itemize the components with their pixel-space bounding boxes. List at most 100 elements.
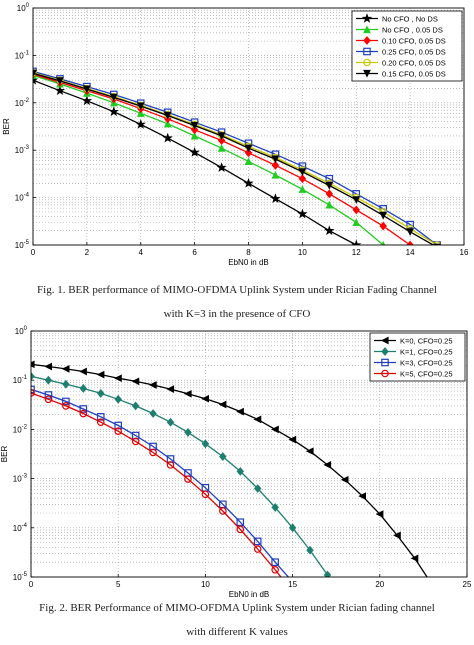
y-tick-exponent: 0	[26, 3, 30, 9]
data-point-2	[236, 518, 245, 526]
legend-marker-2	[381, 358, 389, 367]
x-tick-label: 4	[139, 248, 144, 257]
x-tick-label: 0	[29, 580, 34, 589]
data-point-1	[184, 427, 192, 437]
legend-label-0: K=0, CFO=0.25	[400, 337, 453, 346]
data-point-4	[33, 68, 37, 77]
data-point-0	[375, 510, 384, 518]
data-point-5	[163, 111, 172, 120]
data-point-3	[271, 566, 279, 574]
legend-marker-3	[363, 47, 371, 56]
data-point-1	[62, 379, 70, 389]
data-point-0	[114, 374, 122, 383]
data-point-3	[79, 409, 88, 418]
data-point-5	[136, 102, 145, 111]
x-axis-label: EbN0 in dB	[228, 258, 268, 267]
data-point-5	[406, 228, 414, 236]
y-tick-label: 100	[15, 326, 28, 336]
y-tick-label: 10-5	[13, 572, 28, 582]
data-point-0	[393, 531, 401, 540]
data-point-0	[243, 177, 254, 188]
data-point-1	[236, 466, 245, 476]
series-group	[33, 67, 441, 245]
x-tick-label: 10	[201, 580, 210, 589]
data-point-2	[114, 421, 123, 430]
data-point-5	[244, 144, 253, 153]
data-point-0	[149, 381, 157, 389]
data-point-0	[324, 225, 335, 236]
data-point-0	[54, 85, 66, 96]
y-tick-label: 10-1	[13, 375, 28, 385]
data-point-2	[352, 205, 360, 215]
data-point-3	[62, 402, 70, 410]
data-point-1	[131, 401, 140, 411]
x-axis-label: EbN0 in dB	[229, 590, 269, 599]
legend-label-1: No CFO , 0.05 DS	[382, 26, 443, 35]
series-line-2	[31, 388, 290, 577]
data-point-0	[236, 407, 244, 416]
legend-marker-4	[363, 58, 371, 67]
data-point-5	[217, 132, 226, 140]
legend-label-5: 0.15 CFO, 0.05 DS	[382, 70, 446, 79]
data-point-5	[109, 93, 118, 102]
series-line-1	[33, 74, 384, 245]
data-point-1	[244, 157, 253, 166]
data-point-0	[61, 365, 70, 373]
data-point-1	[271, 502, 279, 512]
y-tick-exponent: -4	[24, 193, 30, 199]
legend: No CFO , No DS No CFO , 0.05 DS 0.10 CFO, …	[351, 10, 463, 82]
data-point-5	[33, 69, 37, 78]
data-point-1	[79, 383, 88, 393]
legend-marker-1	[381, 347, 389, 356]
data-point-0	[288, 435, 297, 444]
data-point-2	[271, 160, 280, 170]
data-point-3	[131, 437, 140, 446]
x-tick-label: 2	[85, 248, 90, 257]
y-tick-exponent: -3	[22, 474, 28, 480]
x-tick-label: 15	[288, 580, 297, 589]
figure-1-caption: Fig. 1. BER performance of MIMO-OFDMA Up…	[0, 278, 474, 326]
data-point-1	[271, 170, 280, 179]
data-point-2	[96, 413, 105, 421]
data-point-2	[44, 391, 53, 399]
data-point-0	[31, 360, 35, 369]
data-point-0	[305, 447, 314, 456]
data-point-0	[410, 554, 419, 563]
y-tick-label: 10-1	[15, 50, 30, 60]
x-tick-label: 14	[406, 248, 415, 257]
data-point-0	[218, 400, 227, 409]
data-point-4	[433, 241, 441, 245]
data-point-0	[162, 132, 173, 143]
data-point-0	[108, 106, 119, 117]
data-point-3	[219, 507, 227, 515]
x-tick-label: 5	[116, 580, 121, 589]
y-tick-exponent: -2	[24, 98, 30, 104]
data-point-1	[217, 144, 226, 152]
data-point-0	[44, 362, 52, 371]
plot-frame	[32, 7, 465, 246]
legend-marker-1	[363, 25, 371, 34]
x-tick-label: 25	[463, 580, 472, 589]
data-point-1	[323, 570, 332, 577]
data-point-3	[253, 545, 262, 553]
y-tick-label: 10-5	[15, 240, 30, 250]
figure-2-caption-line-2: with different K values	[186, 626, 288, 638]
data-point-1	[352, 218, 361, 227]
y-tick-label: 10-4	[15, 193, 30, 203]
data-point-2	[79, 405, 88, 413]
legend-label-2: K=3, CFO=0.25	[400, 359, 453, 368]
legend-label-3: 0.25 CFO, 0.05 DS	[382, 48, 446, 57]
data-point-1	[44, 375, 53, 385]
data-point-1	[149, 409, 157, 418]
y-tick-exponent: -2	[22, 424, 28, 430]
data-point-1	[306, 545, 314, 555]
y-tick-exponent: -1	[22, 375, 28, 381]
data-point-2	[253, 537, 262, 546]
data-point-0	[297, 208, 308, 219]
data-point-0	[135, 118, 146, 129]
legend-marker-2	[363, 36, 371, 45]
y-tick-label: 10-4	[13, 523, 28, 533]
x-tick-label: 10	[298, 248, 307, 257]
data-point-2	[31, 385, 35, 394]
data-point-2	[271, 558, 279, 566]
